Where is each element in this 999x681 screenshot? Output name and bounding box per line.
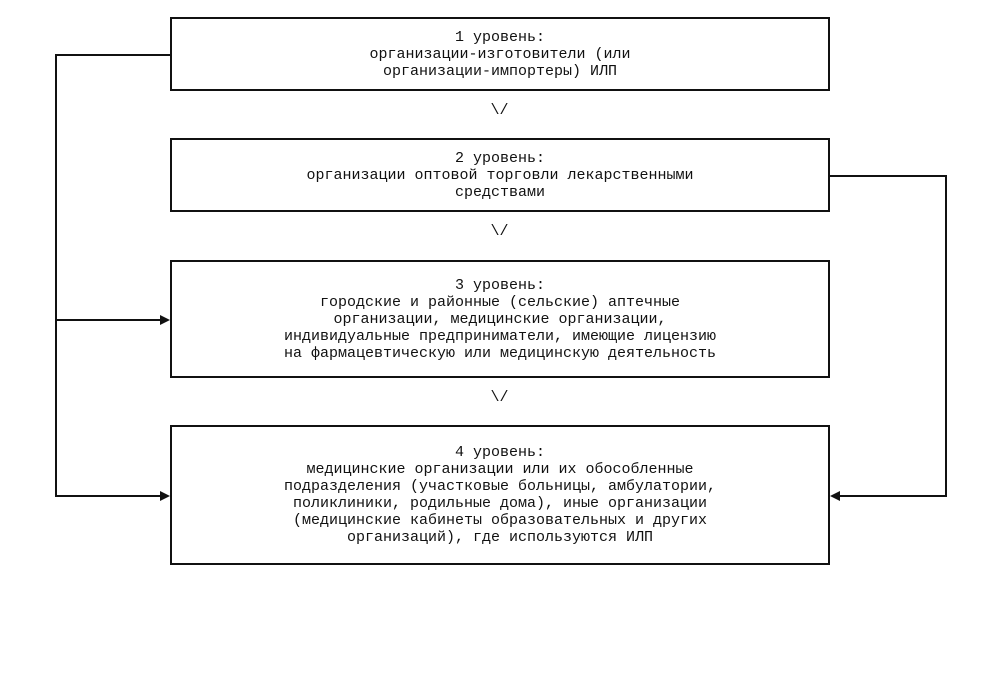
down-arrow-level3-level4: \/ xyxy=(0,389,999,406)
node-level3-line: организации, медицинские организации, xyxy=(182,311,818,328)
right-rail-level2-level4 xyxy=(945,175,947,497)
node-level1: 1 уровень:организации-изготовители (илио… xyxy=(170,17,830,91)
node-level2-line: средствами xyxy=(182,184,818,201)
node-level3: 3 уровень:городские и районные (сельские… xyxy=(170,260,830,378)
node-level1-line: организации-изготовители (или xyxy=(182,46,818,63)
right-rail-out-level2 xyxy=(830,175,945,177)
left-arrowhead-level3 xyxy=(160,315,170,325)
node-level4: 4 уровень:медицинские организации или их… xyxy=(170,425,830,565)
down-arrow-level1-level2: \/ xyxy=(0,102,999,119)
left-branch-level3 xyxy=(55,319,160,321)
right-branch-level4 xyxy=(840,495,945,497)
node-level2: 2 уровень:организации оптовой торговли л… xyxy=(170,138,830,212)
node-level2-line: 2 уровень: xyxy=(182,150,818,167)
node-level3-line: индивидуальные предприниматели, имеющие … xyxy=(182,328,818,345)
node-level4-line: медицинские организации или их обособлен… xyxy=(182,461,818,478)
node-level3-line: городские и районные (сельские) аптечные xyxy=(182,294,818,311)
node-level2-line: организации оптовой торговли лекарственн… xyxy=(182,167,818,184)
node-level4-line: подразделения (участковые больницы, амбу… xyxy=(182,478,818,495)
node-level4-line: организаций), где используются ИЛП xyxy=(182,529,818,546)
node-level4-line: (медицинские кабинеты образовательных и … xyxy=(182,512,818,529)
left-rail-out xyxy=(55,54,170,56)
node-level1-line: организации-импортеры) ИЛП xyxy=(182,63,818,80)
node-level4-line: 4 уровень: xyxy=(182,444,818,461)
down-arrow-level2-level3: \/ xyxy=(0,223,999,240)
right-arrowhead-level4 xyxy=(830,491,840,501)
node-level3-line: на фармацевтическую или медицинскую деят… xyxy=(182,345,818,362)
node-level1-line: 1 уровень: xyxy=(182,29,818,46)
flowchart-diagram: 1 уровень:организации-изготовители (илио… xyxy=(0,0,999,681)
node-level4-line: поликлиники, родильные дома), иные орган… xyxy=(182,495,818,512)
node-level3-line: 3 уровень: xyxy=(182,277,818,294)
left-arrowhead-level4 xyxy=(160,491,170,501)
left-branch-level4 xyxy=(55,495,160,497)
left-rail xyxy=(55,54,57,497)
